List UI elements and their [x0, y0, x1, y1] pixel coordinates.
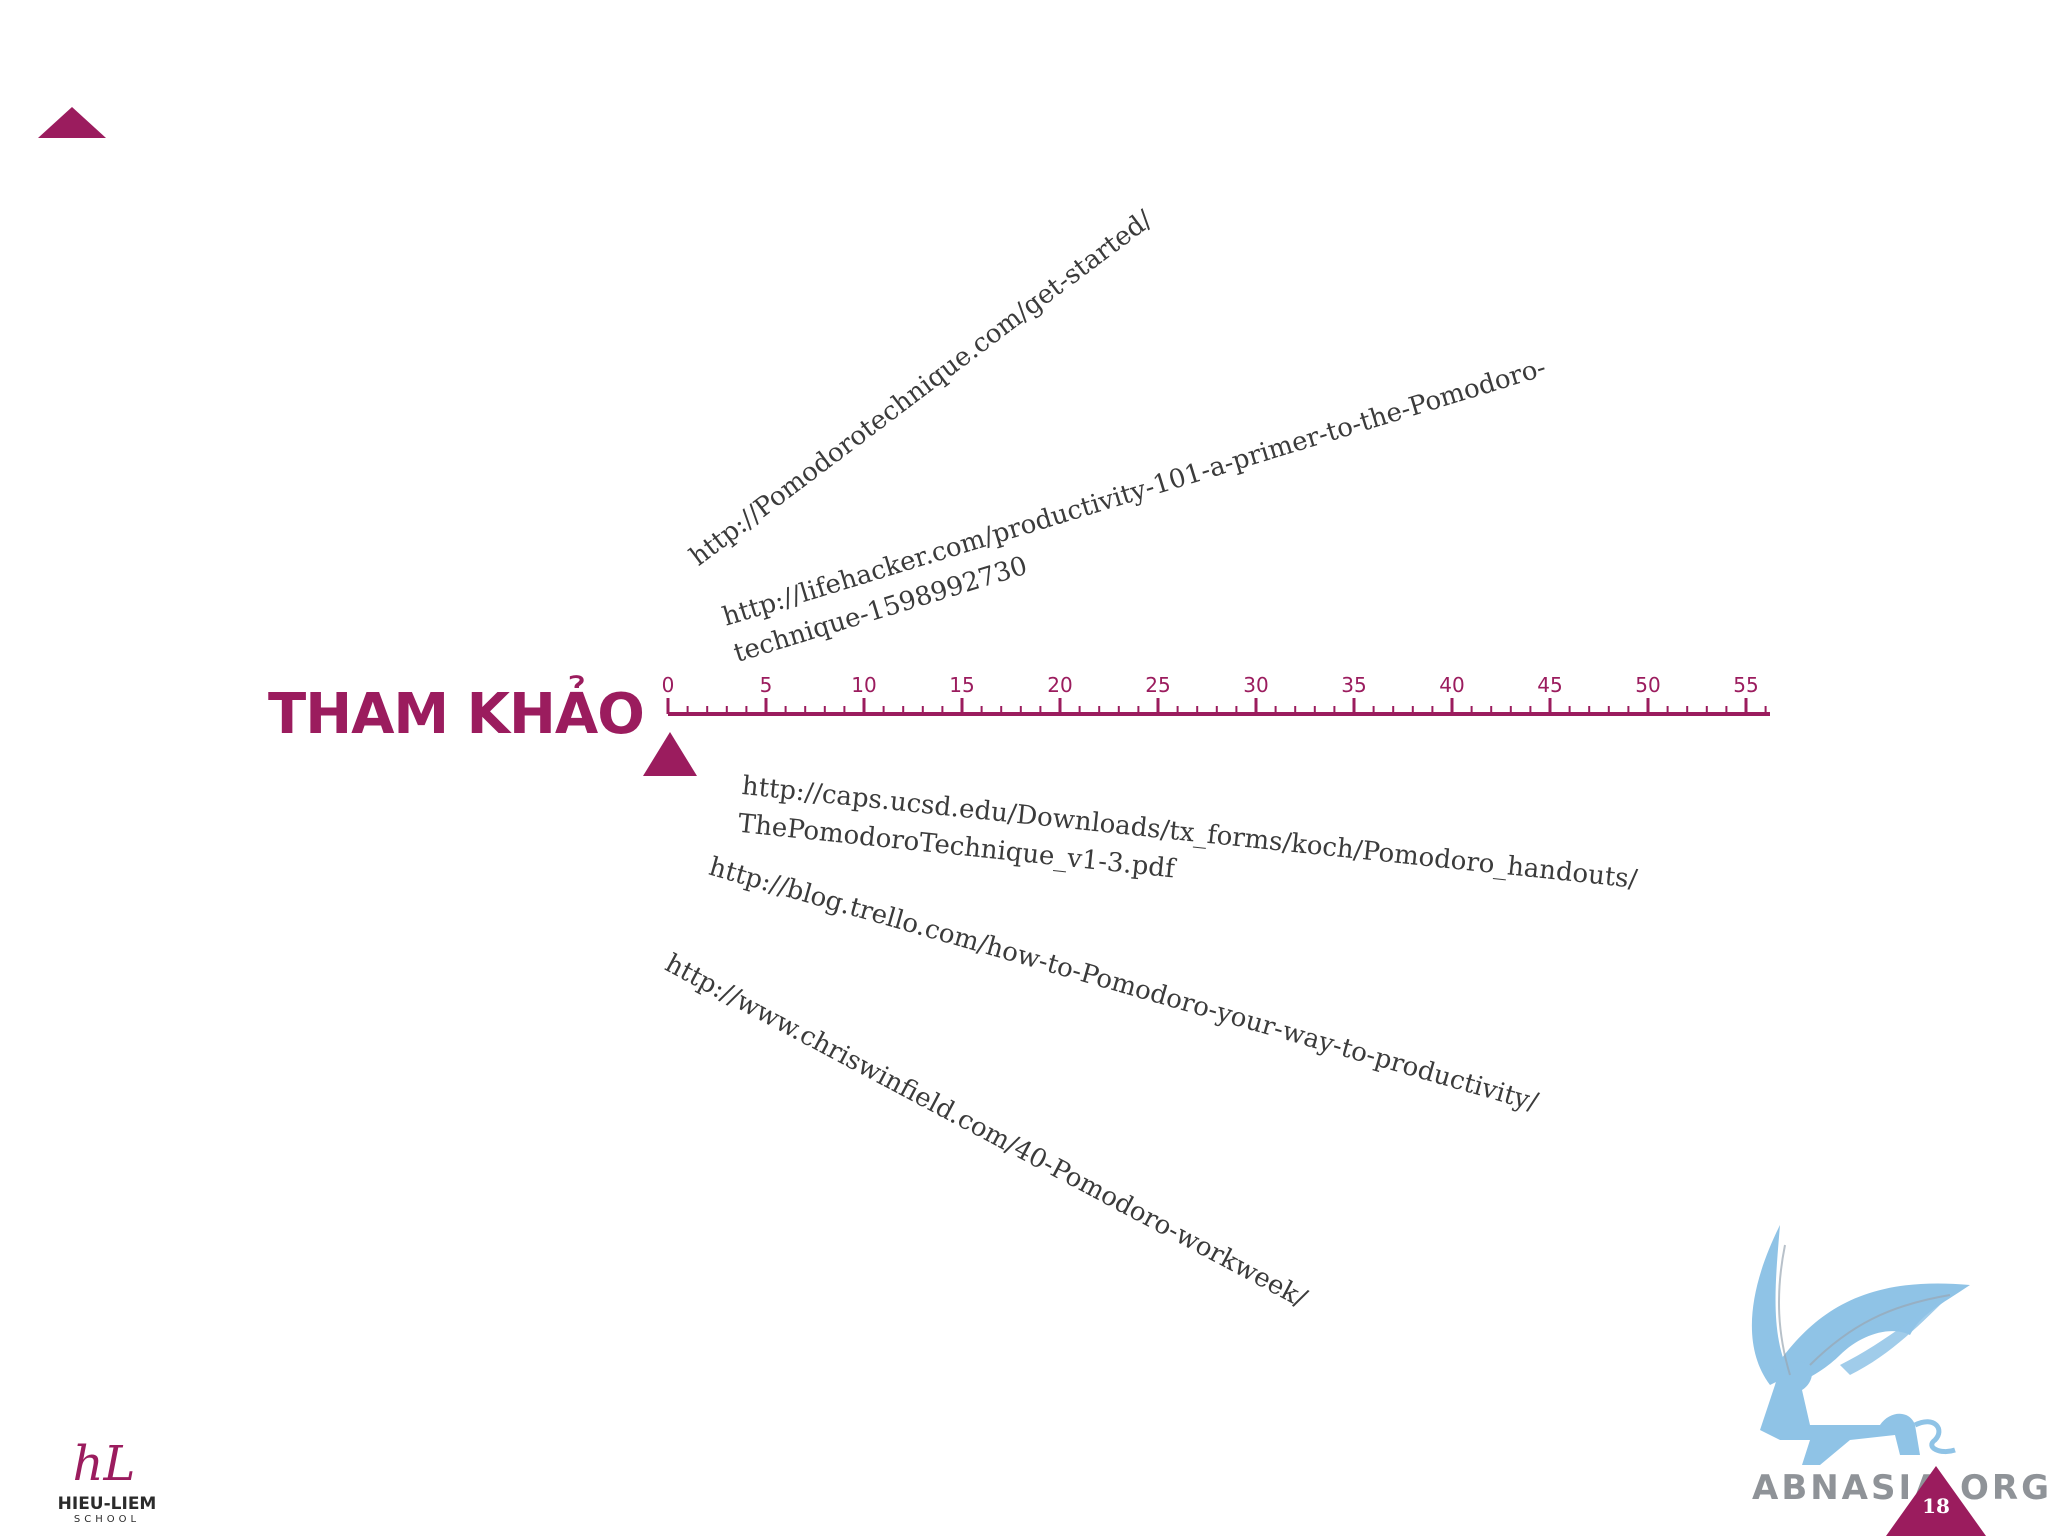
ruler-tick-label: 0	[662, 673, 675, 697]
ruler-tick-label: 35	[1341, 673, 1366, 697]
reference-link-2-line-1: http://lifehacker.com/productivity-101-a…	[719, 352, 1550, 633]
ruler: 0 5 10 15 20 25 30 35 40 45 50 55	[662, 673, 1770, 716]
ruler-tick-label: 45	[1537, 673, 1562, 697]
top-left-triangle-icon	[38, 107, 106, 138]
hieu-liem-logo: hL HIEU-LIEM SCHOOL	[52, 1438, 162, 1525]
page-number: 18	[1922, 1494, 1950, 1518]
ruler-tick-label: 25	[1145, 673, 1170, 697]
griffin-logo-icon	[1751, 1225, 1970, 1465]
hieu-liem-logo-tagline: SCHOOL	[73, 1514, 141, 1525]
ruler-tick-label: 15	[949, 673, 974, 697]
ruler-tick-label: 5	[760, 673, 773, 697]
ruler-tick-label: 10	[851, 673, 876, 697]
reference-link-2[interactable]: http://lifehacker.com/productivity-101-a…	[718, 349, 1562, 673]
ruler-tick-label: 50	[1635, 673, 1660, 697]
slide-title: THAM KHẢO	[268, 682, 645, 747]
ruler-tick-label: 20	[1047, 673, 1072, 697]
hieu-liem-logo-mark: hL	[72, 1436, 136, 1492]
page-number-triangle-icon	[1886, 1466, 1986, 1536]
ruler-tick-label: 55	[1733, 673, 1758, 697]
ruler-tick-label: 40	[1439, 673, 1464, 697]
ruler-tick-label: 30	[1243, 673, 1268, 697]
ruler-pointer-triangle-icon	[643, 732, 697, 776]
hieu-liem-logo-name: HIEU-LIEM	[57, 1494, 157, 1514]
